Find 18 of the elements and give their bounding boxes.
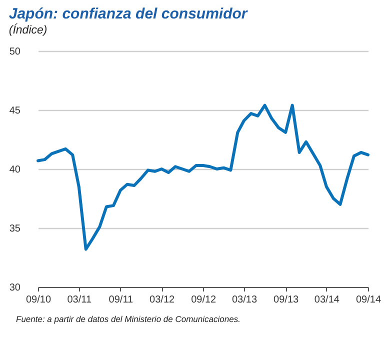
x-tick-label: 09/13 — [274, 294, 300, 306]
x-tick-label: 03/14 — [314, 294, 340, 306]
chart-subtitle: (Índice) — [8, 24, 48, 36]
x-tick-label: 09/10 — [26, 294, 52, 306]
x-tick-label: 03/13 — [232, 294, 258, 306]
y-tick-label: 45 — [9, 106, 21, 116]
x-tick-label: 03/12 — [150, 294, 175, 306]
x-tick-label: 09/12 — [191, 294, 217, 306]
x-tick-label: 03/11 — [67, 294, 92, 306]
line-series — [36, 104, 370, 251]
y-tick-label: 30 — [9, 282, 21, 294]
y-tick-label: 50 — [9, 46, 21, 58]
source-note: Fuente: a partir de datos del Ministerio de Comunicaciones. — [16, 314, 240, 324]
x-tick-label: 09/14 — [356, 294, 382, 306]
chart-title: Japón: confianza del consumidor — [8, 6, 248, 22]
x-tick-label: 09/11 — [108, 294, 134, 306]
y-tick-label: 35 — [9, 224, 21, 234]
y-tick-label: 40 — [9, 164, 21, 176]
